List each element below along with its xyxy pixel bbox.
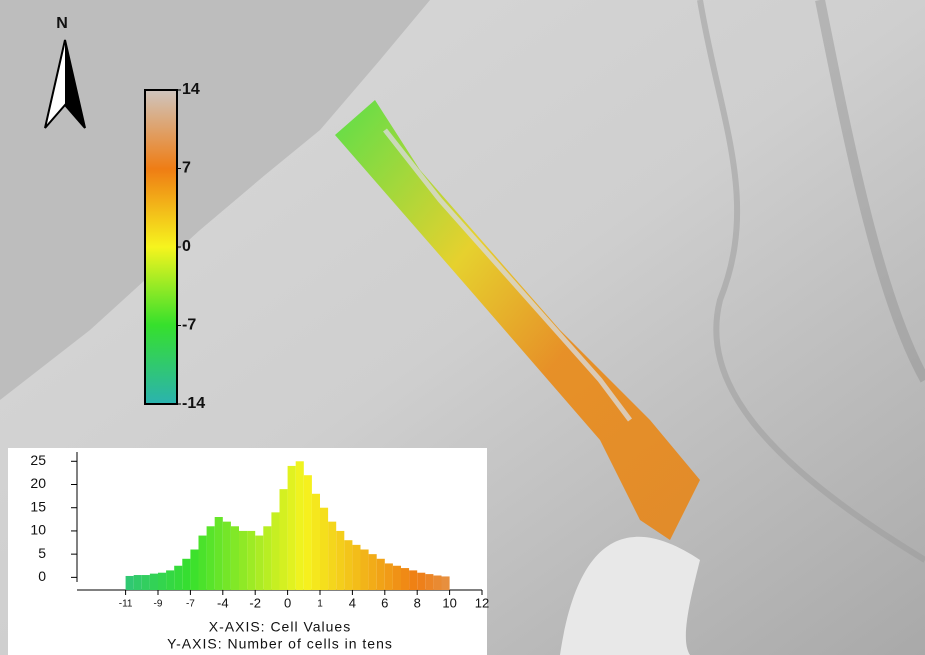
colorbar-tick-label: 14 — [182, 81, 200, 98]
bar — [166, 570, 174, 590]
bar — [239, 531, 247, 590]
x-tick-label: -11 — [119, 599, 133, 610]
bar — [312, 494, 320, 590]
bar — [199, 536, 207, 590]
y-tick-label: 15 — [30, 498, 46, 514]
bar — [304, 475, 312, 590]
bar — [385, 563, 393, 590]
page: N X-AXIS: Cell Values Y-AXIS: Number of … — [0, 0, 925, 655]
bar — [215, 517, 223, 590]
x-axis-label: X-AXIS: Cell Values — [209, 619, 351, 635]
bar — [433, 576, 441, 591]
y-tick-label: 20 — [30, 475, 46, 491]
bar — [158, 573, 166, 590]
x-tick-label: 0 — [284, 595, 291, 610]
bar — [263, 526, 271, 590]
bar — [401, 568, 409, 590]
bar — [425, 574, 433, 590]
bar — [231, 526, 239, 590]
bar — [377, 559, 385, 590]
bar — [344, 540, 352, 590]
colorbar-tick-label: -14 — [182, 395, 205, 412]
bar — [174, 566, 182, 590]
y-axis-label: Y-AXIS: Number of cells in tens — [167, 636, 393, 652]
x-tick-label: 10 — [442, 595, 456, 610]
bar — [417, 573, 425, 590]
y-tick-label: 25 — [30, 452, 46, 468]
north-label: N — [56, 15, 68, 32]
bar — [409, 570, 417, 590]
y-tick-label: 10 — [30, 522, 46, 538]
y-tick-label: 5 — [38, 545, 46, 561]
bar — [280, 489, 288, 590]
bar — [328, 522, 336, 590]
bar — [393, 566, 401, 590]
bar — [190, 550, 198, 591]
bar — [336, 531, 344, 590]
bar — [142, 575, 150, 590]
x-tick-label: 1 — [317, 599, 323, 610]
bar — [361, 550, 369, 591]
x-tick-label: -7 — [186, 599, 195, 610]
bar — [247, 531, 255, 590]
bar — [134, 575, 142, 590]
map-view: N X-AXIS: Cell Values Y-AXIS: Number of … — [0, 0, 925, 655]
bar — [352, 545, 360, 590]
x-tick-label: -2 — [249, 595, 261, 610]
x-tick-label: 6 — [381, 595, 388, 610]
colorbar — [146, 91, 176, 403]
bar — [288, 466, 296, 590]
bar — [207, 526, 215, 590]
x-tick-label: 4 — [349, 595, 356, 610]
bar — [150, 574, 158, 590]
bar — [296, 461, 304, 590]
y-tick-label: 0 — [38, 568, 46, 584]
bar — [271, 512, 279, 590]
bar — [320, 508, 328, 590]
colorbar-tick-label: 0 — [182, 238, 191, 255]
colorbar-tick-label: 7 — [182, 160, 191, 177]
bar — [223, 522, 231, 590]
colorbar-tick-label: -7 — [182, 317, 196, 334]
x-tick-label: -4 — [217, 595, 229, 610]
bar — [442, 576, 450, 590]
bar — [126, 576, 134, 590]
bar — [255, 536, 263, 590]
x-tick-label: 8 — [414, 595, 421, 610]
x-tick-label: -9 — [154, 599, 163, 610]
bar — [369, 554, 377, 590]
x-tick-label: 12 — [475, 595, 489, 610]
bar — [182, 559, 190, 590]
